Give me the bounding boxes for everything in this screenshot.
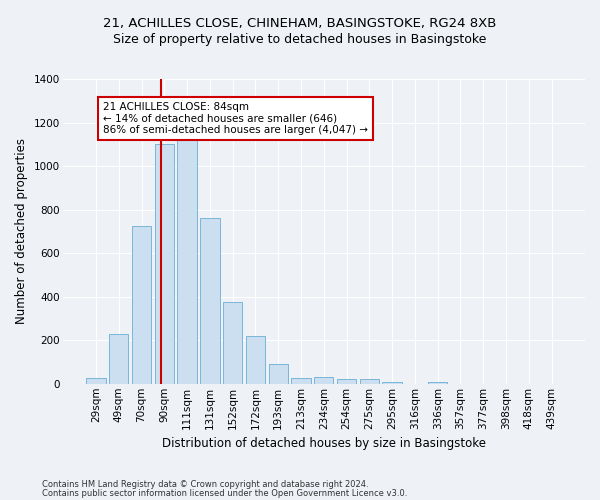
Bar xyxy=(269,364,288,384)
Bar xyxy=(86,378,106,384)
Bar xyxy=(223,302,242,384)
Text: Contains HM Land Registry data © Crown copyright and database right 2024.: Contains HM Land Registry data © Crown c… xyxy=(42,480,368,489)
Y-axis label: Number of detached properties: Number of detached properties xyxy=(15,138,28,324)
X-axis label: Distribution of detached houses by size in Basingstoke: Distribution of detached houses by size … xyxy=(162,437,486,450)
Bar xyxy=(359,380,379,384)
Bar xyxy=(314,377,334,384)
Bar xyxy=(155,144,174,384)
Bar xyxy=(200,218,220,384)
Bar xyxy=(337,380,356,384)
Bar xyxy=(132,226,151,384)
Text: Contains public sector information licensed under the Open Government Licence v3: Contains public sector information licen… xyxy=(42,488,407,498)
Bar xyxy=(382,382,402,384)
Bar xyxy=(109,334,128,384)
Bar xyxy=(428,382,448,384)
Text: 21 ACHILLES CLOSE: 84sqm
← 14% of detached houses are smaller (646)
86% of semi-: 21 ACHILLES CLOSE: 84sqm ← 14% of detach… xyxy=(103,102,368,135)
Text: Size of property relative to detached houses in Basingstoke: Size of property relative to detached ho… xyxy=(113,32,487,46)
Bar xyxy=(246,336,265,384)
Text: 21, ACHILLES CLOSE, CHINEHAM, BASINGSTOKE, RG24 8XB: 21, ACHILLES CLOSE, CHINEHAM, BASINGSTOK… xyxy=(103,18,497,30)
Bar xyxy=(292,378,311,384)
Bar xyxy=(178,140,197,384)
